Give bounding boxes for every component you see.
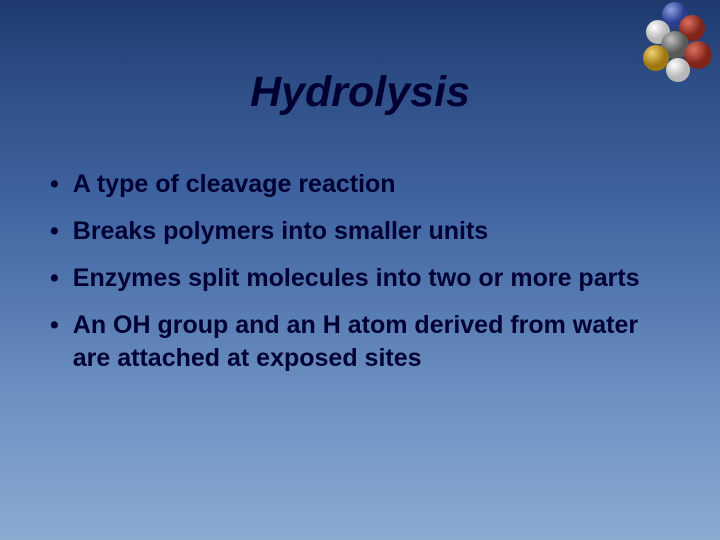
bullet-item: • A type of cleavage reaction — [50, 168, 670, 201]
bullet-text: Breaks polymers into smaller units — [73, 215, 488, 248]
bullet-marker: • — [50, 215, 59, 248]
bullet-text: An OH group and an H atom derived from w… — [73, 309, 670, 375]
slide: Hydrolysis • A type of cleavage reaction… — [0, 0, 720, 540]
bullet-item: • An OH group and an H atom derived from… — [50, 309, 670, 375]
slide-title: Hydrolysis — [0, 68, 720, 117]
bullet-marker: • — [50, 309, 59, 342]
bullet-item: • Breaks polymers into smaller units — [50, 215, 670, 248]
bullet-list: • A type of cleavage reaction • Breaks p… — [50, 168, 670, 389]
bullet-marker: • — [50, 168, 59, 201]
bullet-item: • Enzymes split molecules into two or mo… — [50, 262, 670, 295]
bullet-text: A type of cleavage reaction — [73, 168, 396, 201]
bullet-text: Enzymes split molecules into two or more… — [73, 262, 640, 295]
bullet-marker: • — [50, 262, 59, 295]
